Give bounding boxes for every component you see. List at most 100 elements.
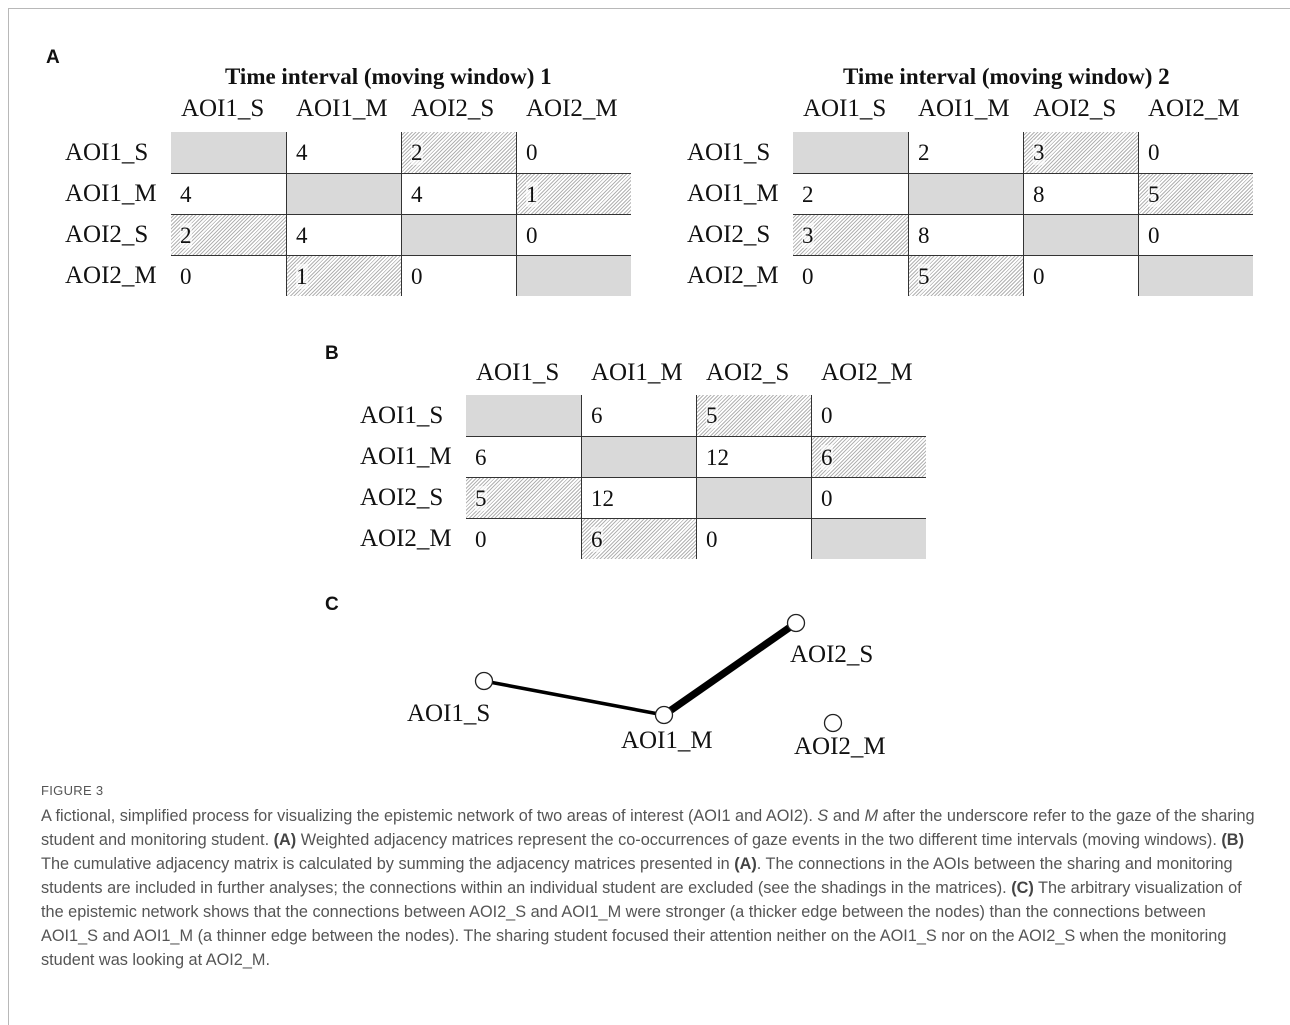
matrix-cell: 3: [1023, 132, 1138, 173]
node-label-aoi2-m: AOI2_M: [794, 733, 886, 760]
figure-caption-text: A fictional, simplified process for visu…: [41, 804, 1266, 972]
matrix-cell: 4: [286, 132, 401, 173]
matrix-cell-value: 4: [296, 223, 308, 248]
matrix-cell-value: 5: [918, 264, 930, 289]
matrix-cell: 3: [793, 214, 908, 255]
matrix-cell: 5: [696, 395, 811, 436]
matrix-cell-value: 8: [918, 223, 930, 248]
matrix-cell: 0: [1138, 132, 1253, 173]
matrix-cell: 6: [811, 436, 926, 477]
matrix-cell: 4: [401, 173, 516, 214]
matrix-cell: 2: [171, 214, 286, 255]
caption-panel-ref: (A): [273, 831, 297, 849]
matrix-cell-value: 4: [180, 182, 192, 207]
row-header: AOI2_S: [360, 484, 444, 511]
matrix-cell-value: 0: [180, 264, 192, 289]
matrix-cell-value: 0: [1033, 264, 1045, 289]
matrix-cell-value: 6: [821, 445, 833, 470]
panel-label-b: B: [325, 343, 339, 364]
matrix-cell-value: 5: [1148, 182, 1160, 207]
matrix-cell-value: 1: [526, 182, 538, 207]
matrix-cell: 12: [696, 436, 811, 477]
matrix-cell-value: 0: [706, 527, 718, 552]
matrix-cell: 0: [401, 255, 516, 296]
panel-label-a: A: [46, 47, 60, 68]
column-header: AOI2_M: [1148, 95, 1240, 122]
node-label-aoi2-s: AOI2_S: [790, 641, 874, 668]
matrix-cell-value: 5: [475, 486, 487, 511]
matrix-cell: 0: [793, 255, 908, 296]
matrix-cell-value: 6: [591, 403, 603, 428]
figure-label: FIGURE 3: [41, 783, 104, 798]
row-header: AOI2_M: [65, 262, 157, 289]
matrix-cell-value: 2: [802, 182, 814, 207]
matrix-cell-diagonal: [811, 518, 926, 559]
caption-segment: S: [817, 807, 829, 825]
matrix-cell: 0: [811, 477, 926, 518]
matrix-cell-value: 0: [1148, 223, 1160, 248]
matrix-cell: 6: [581, 395, 696, 436]
matrix-cell-diagonal: [908, 173, 1023, 214]
matrix-cell-value: 0: [475, 527, 487, 552]
network-node-aoi2-s: [786, 613, 806, 633]
row-header: AOI1_M: [687, 180, 779, 207]
network-edge-aoi1s-aoi1m: [483, 679, 665, 717]
row-header: AOI1_S: [687, 139, 771, 166]
matrix-cell: 5: [908, 255, 1023, 296]
matrix-cell-value: 4: [296, 140, 308, 165]
caption-segment: Weighted adjacency matrices represent th…: [296, 831, 1222, 849]
column-header: AOI2_S: [1033, 95, 1117, 122]
panel-label-c: C: [325, 594, 339, 615]
caption-segment: The arbitrary visualization of the epist…: [41, 879, 1242, 969]
node-label-aoi1-m: AOI1_M: [621, 727, 713, 754]
matrix-cell-value: 1: [296, 264, 308, 289]
caption-panel-ref: (C): [1011, 879, 1034, 897]
matrix-cell: 0: [1023, 255, 1138, 296]
column-header: AOI1_M: [918, 95, 1010, 122]
matrix-cell: 8: [908, 214, 1023, 255]
matrix-cell: 12: [581, 477, 696, 518]
matrix-cell: 0: [171, 255, 286, 296]
matrix-cell: 4: [286, 214, 401, 255]
matrix-cell: 1: [286, 255, 401, 296]
matrix-cell: 0: [516, 132, 631, 173]
matrix-cell-diagonal: [516, 255, 631, 296]
matrix-cell-value: 0: [526, 223, 538, 248]
row-header: AOI1_S: [360, 402, 444, 429]
row-header: AOI2_S: [687, 221, 771, 248]
matrix-cell-diagonal: [466, 395, 581, 436]
caption-panel-ref: (A): [734, 855, 757, 873]
matrix-cell-value: 12: [591, 486, 614, 511]
figure-frame: [8, 8, 1290, 1025]
caption-panel-ref: (B): [1221, 831, 1244, 849]
column-header: AOI2_S: [411, 95, 495, 122]
matrix-cell: 0: [811, 395, 926, 436]
network-edge-aoi1m-aoi2s: [661, 620, 799, 718]
matrix-cell: 0: [466, 518, 581, 559]
matrix-cell-value: 6: [591, 527, 603, 552]
matrix-cell-diagonal: [171, 132, 286, 173]
network-node-aoi2-m: [823, 713, 843, 733]
matrix1-title: Time interval (moving window) 1: [225, 64, 552, 89]
epistemic-network: [474, 613, 843, 733]
matrix-cell-diagonal: [696, 477, 811, 518]
matrix-cell: 1: [516, 173, 631, 214]
column-header: AOI2_M: [821, 359, 913, 386]
matrix-cell-value: 5: [706, 403, 718, 428]
row-header: AOI2_M: [360, 525, 452, 552]
network-node-aoi1-s: [474, 671, 494, 691]
row-header: AOI2_S: [65, 221, 149, 248]
caption-segment: . The connections in the AOIs between th…: [41, 855, 1233, 897]
matrix-cell: 8: [1023, 173, 1138, 214]
row-header: AOI1_M: [360, 443, 452, 470]
matrix-cell: 6: [581, 518, 696, 559]
matrix-cell: 0: [516, 214, 631, 255]
matrix-cell-diagonal: [286, 173, 401, 214]
caption-segment: The cumulative adjacency matrix is calcu…: [41, 855, 735, 873]
matrix-cell-value: 2: [918, 140, 930, 165]
row-header: AOI1_M: [65, 180, 157, 207]
matrix-cell-value: 0: [411, 264, 423, 289]
column-header: AOI2_M: [526, 95, 618, 122]
matrix-cell: 2: [908, 132, 1023, 173]
matrix-cell-diagonal: [581, 436, 696, 477]
